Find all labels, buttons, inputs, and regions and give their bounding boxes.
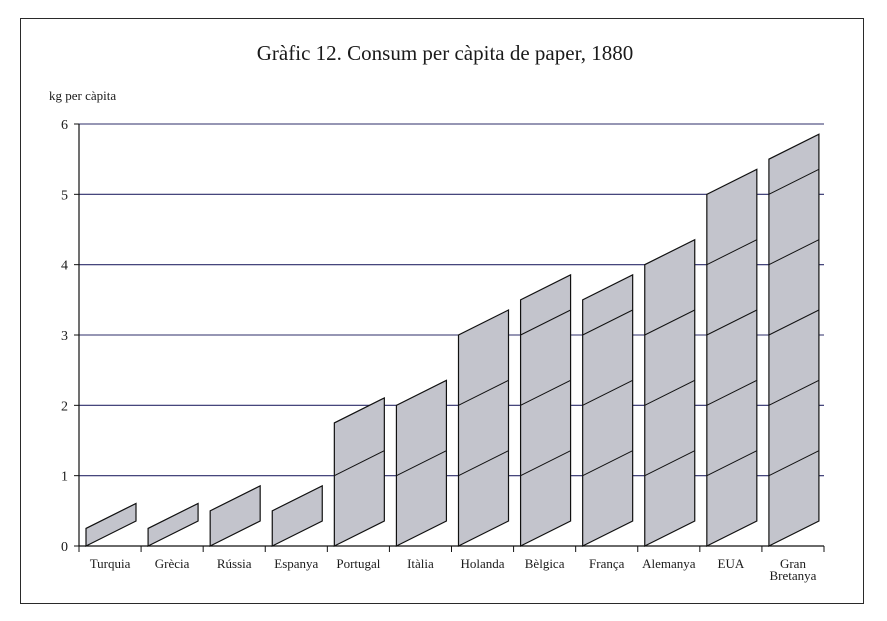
x-tick-label: Turquia (90, 556, 131, 571)
y-axis-label: kg per càpita (49, 88, 116, 103)
bar-face (147, 502, 199, 547)
bar-face (582, 273, 634, 547)
y-tick-label: 2 (61, 399, 68, 414)
bar-unit-line (520, 450, 571, 477)
bar-unit-line (768, 239, 820, 266)
x-tick-label: França (589, 556, 625, 571)
bar (85, 502, 137, 547)
bar-face (85, 502, 137, 547)
bar-face (519, 273, 572, 547)
x-tick-label: Alemanya (642, 556, 696, 571)
bar (768, 133, 820, 547)
bar-unit-line (768, 309, 820, 336)
bar-face (768, 133, 820, 547)
x-tick-label: Holanda (461, 556, 505, 571)
y-tick-label: 0 (61, 540, 68, 555)
bar-face (271, 484, 323, 547)
x-tick-label: Grècia (155, 556, 190, 571)
x-tick-label: Portugal (336, 556, 380, 571)
bar-unit-line (582, 379, 633, 406)
x-tick-label: Rússia (217, 556, 252, 571)
x-tick-labels: Turquia Grècia Rússia Espanya Portugal Itàlia… (90, 556, 817, 583)
bar-unit-line (334, 450, 385, 477)
bar-unit-line (458, 379, 509, 406)
bar (644, 238, 696, 547)
bar-unit-line (458, 450, 509, 477)
x-tick-label: EUA (718, 556, 745, 571)
bar-face (209, 484, 261, 547)
bar (582, 273, 634, 547)
x-tick-label: Bèlgica (525, 556, 565, 571)
bar (147, 502, 199, 547)
bar-face (457, 309, 510, 547)
bar-unit-line (644, 450, 695, 477)
bar-unit-line (644, 309, 695, 336)
bar-unit-line (582, 309, 633, 336)
bar-unit-line (768, 379, 820, 406)
bar-unit-line (706, 450, 758, 477)
bar (209, 484, 261, 547)
chart-frame (20, 18, 864, 604)
bar-unit-line (768, 450, 820, 477)
chart-title: Gràfic 12. Consum per càpita de paper, 1… (257, 41, 633, 65)
bar (271, 484, 323, 547)
bar-unit-line (644, 379, 695, 406)
grid-lines (79, 123, 824, 477)
bar-unit-line (520, 309, 571, 336)
y-tick-label: 4 (61, 259, 68, 274)
bar (395, 379, 448, 547)
y-tick-labels: 0 1 2 3 4 5 6 (61, 118, 79, 555)
bar-face (706, 168, 758, 547)
bar (333, 396, 385, 547)
bar-unit-line (706, 379, 758, 406)
bar-unit-line (768, 168, 820, 195)
y-tick-label: 6 (61, 118, 68, 133)
bar-unit-line (706, 309, 758, 336)
bar-unit-line (520, 379, 571, 406)
bar (457, 309, 510, 547)
bar-face (333, 396, 385, 547)
bar-unit-line (706, 239, 758, 266)
bar-unit-line (396, 450, 447, 477)
x-tick-label: Gran Bretanya (769, 556, 816, 583)
bar (706, 168, 758, 547)
x-axis (78, 124, 825, 552)
y-tick-label: 1 (61, 470, 68, 485)
x-tick-label: Itàlia (407, 556, 434, 571)
bar (519, 273, 572, 547)
x-tick-label: Espanya (274, 556, 318, 571)
bar-unit-line (582, 450, 633, 477)
y-tick-label: 3 (61, 329, 68, 344)
bars (85, 133, 820, 547)
y-tick-label: 5 (61, 188, 68, 203)
